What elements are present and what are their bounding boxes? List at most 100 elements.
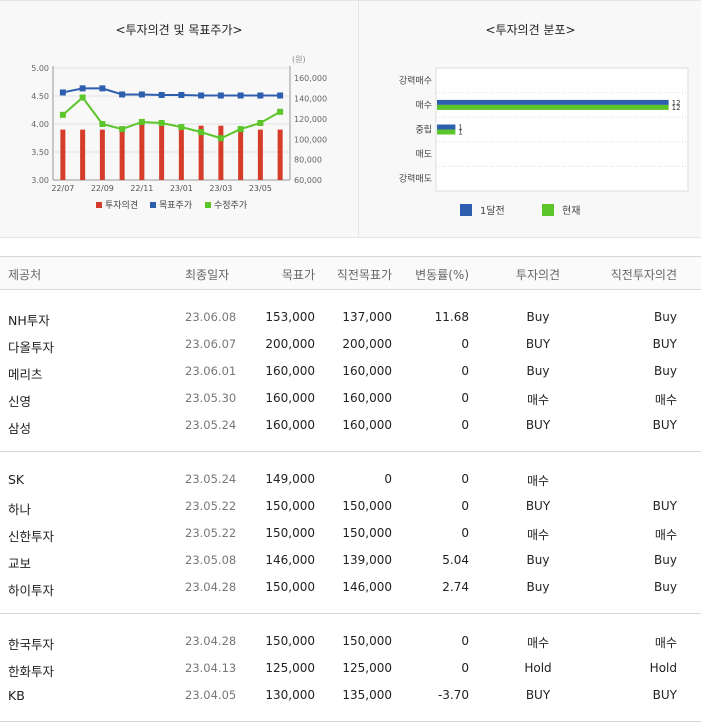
left-tick-label: 4.00 [31, 120, 49, 129]
header-date: 최종일자 [185, 268, 230, 282]
target-cell: 130,000 [265, 688, 315, 702]
target-price-point [178, 91, 185, 98]
prev-target-cell: 135,000 [342, 688, 392, 702]
target-price-point [79, 85, 86, 92]
change-cell: 2.74 [442, 580, 469, 594]
category-label: 매수 [415, 100, 432, 111]
opinion-cell: Buy [526, 553, 550, 567]
firm-cell: NH투자 [8, 313, 50, 328]
prev-opinion-cell: BUY [652, 499, 677, 513]
target-cell: 160,000 [265, 391, 315, 405]
data-label: 12 [672, 104, 681, 112]
legend-swatch [542, 204, 554, 216]
prev-target-cell: 125,000 [342, 661, 392, 675]
change-cell: 0 [461, 526, 469, 540]
chart-title: <투자의견 및 목표주가> [115, 23, 243, 37]
table-row: 신영 23.05.30 160,000 160,000 0 매수 매수 [0, 385, 701, 412]
date-cell: 23.04.28 [185, 580, 237, 594]
opinion-bar [159, 125, 165, 180]
category-label: 강력매수 [399, 74, 432, 86]
right-tick-label: 100,000 [294, 135, 327, 144]
date-cell: 23.06.01 [185, 364, 237, 378]
target-cell: 150,000 [265, 634, 315, 648]
change-cell: 0 [461, 418, 469, 432]
data-label: 1 [458, 124, 462, 132]
firm-cell: 한화투자 [8, 664, 55, 679]
prev-opinion-cell: 매수 [654, 393, 677, 407]
adjusted-price-point [217, 135, 224, 142]
left-tick-label: 3.50 [31, 148, 49, 157]
change-cell: 11.68 [434, 310, 469, 324]
table-group: NH투자 23.06.08 153,000 137,000 11.68 Buy Buy 다올투… [0, 290, 701, 452]
firm-cell: 한국투자 [8, 637, 55, 652]
table-row: 메리츠 23.06.01 160,000 160,000 0 Buy Buy [0, 358, 701, 385]
adjusted-price-point [119, 126, 126, 133]
prev-target-cell: 150,000 [342, 499, 392, 513]
category-label: 강력매도 [399, 173, 432, 185]
data-label: 1 [458, 129, 462, 137]
target-price-point [59, 89, 66, 96]
legend-label: 투자의견 [105, 199, 138, 211]
opinion-distribution-chart-panel: <투자의견 분포> 강력매수 매수 12 12 중립 1 1 매도 강력매도 1달전 현재 [360, 1, 701, 237]
x-tick-label: 22/07 [51, 184, 74, 193]
plot-area [435, 67, 689, 192]
adjusted-price-point [178, 124, 185, 131]
right-axis-unit: (원) [292, 55, 306, 64]
change-cell: 0 [461, 364, 469, 378]
x-tick-label: 23/03 [209, 184, 232, 193]
opinion-cell: Buy [526, 364, 550, 378]
legend-swatch [460, 204, 472, 216]
legend-label: 수정주가 [214, 200, 247, 211]
opinion-bar [60, 129, 66, 180]
prev-target-cell: 160,000 [342, 364, 392, 378]
prev-opinion-cell: Buy [654, 553, 677, 567]
opinion-bar [238, 129, 244, 180]
prev-opinion-cell: BUY [652, 688, 677, 702]
analyst-table: 제공처 최종일자 목표가 직전목표가 변동률(%) 투자의견 직전투자의견 NH… [0, 256, 701, 722]
opinion-target-chart-panel: <투자의견 및 목표주가> 5.00 4.50 4.00 3.50 3.00 160,00… [0, 1, 359, 237]
prev-opinion-cell: Buy [654, 364, 677, 378]
adjusted-price-point [237, 126, 244, 133]
category-label: 매도 [415, 149, 432, 160]
adjusted-price-point [158, 119, 165, 126]
x-tick-label: 22/09 [91, 184, 114, 193]
firm-cell: 신영 [8, 394, 32, 409]
table-group: 한국투자 23.04.28 150,000 150,000 0 매수 매수 한화투자 23.04… [0, 614, 701, 722]
opinion-bar [257, 129, 263, 180]
firm-cell: 하이투자 [8, 583, 55, 598]
opinion-bar [277, 129, 283, 180]
target-price-line [62, 87, 281, 97]
opinion-bar [80, 129, 86, 180]
firm-cell: 교보 [8, 556, 32, 571]
x-tick-label: 22/11 [130, 184, 153, 193]
legend-swatch [96, 202, 102, 208]
header-firm: 제공처 [8, 268, 42, 282]
table-row: SK 23.05.24 149,000 0 0 매수 [0, 466, 701, 493]
legend-label: 1달전 [480, 205, 505, 217]
target-price-point [119, 91, 126, 98]
opinion-cell: Hold [524, 661, 552, 675]
date-cell: 23.06.07 [185, 337, 237, 351]
prev-target-cell: 160,000 [342, 418, 392, 432]
distribution-bar [437, 104, 669, 110]
target-price-point [158, 91, 165, 98]
charts-area: <투자의견 및 목표주가> 5.00 4.50 4.00 3.50 3.00 160,00… [0, 0, 701, 238]
table-row: 한화투자 23.04.13 125,000 125,000 0 Hold Hold [0, 655, 701, 682]
legend-swatch [150, 202, 156, 208]
date-cell: 23.04.05 [185, 688, 237, 702]
target-cell: 150,000 [265, 526, 315, 540]
adjusted-price-point [257, 119, 264, 126]
change-cell: 0 [461, 661, 469, 675]
prev-opinion-cell: 매수 [654, 528, 677, 542]
target-price-point [257, 92, 264, 99]
data-label: 12 [672, 99, 681, 107]
prev-target-cell: 146,000 [342, 580, 392, 594]
prev-opinion-cell: Buy [654, 580, 677, 594]
category-label: 중립 [415, 125, 432, 136]
target-cell: 153,000 [265, 310, 315, 324]
date-cell: 23.05.24 [185, 418, 237, 432]
right-tick-label: 140,000 [294, 95, 327, 104]
x-tick-label: 23/05 [249, 184, 272, 193]
table-header: 제공처 최종일자 목표가 직전목표가 변동률(%) 투자의견 직전투자의견 [0, 256, 701, 290]
distribution-bar [437, 124, 456, 130]
